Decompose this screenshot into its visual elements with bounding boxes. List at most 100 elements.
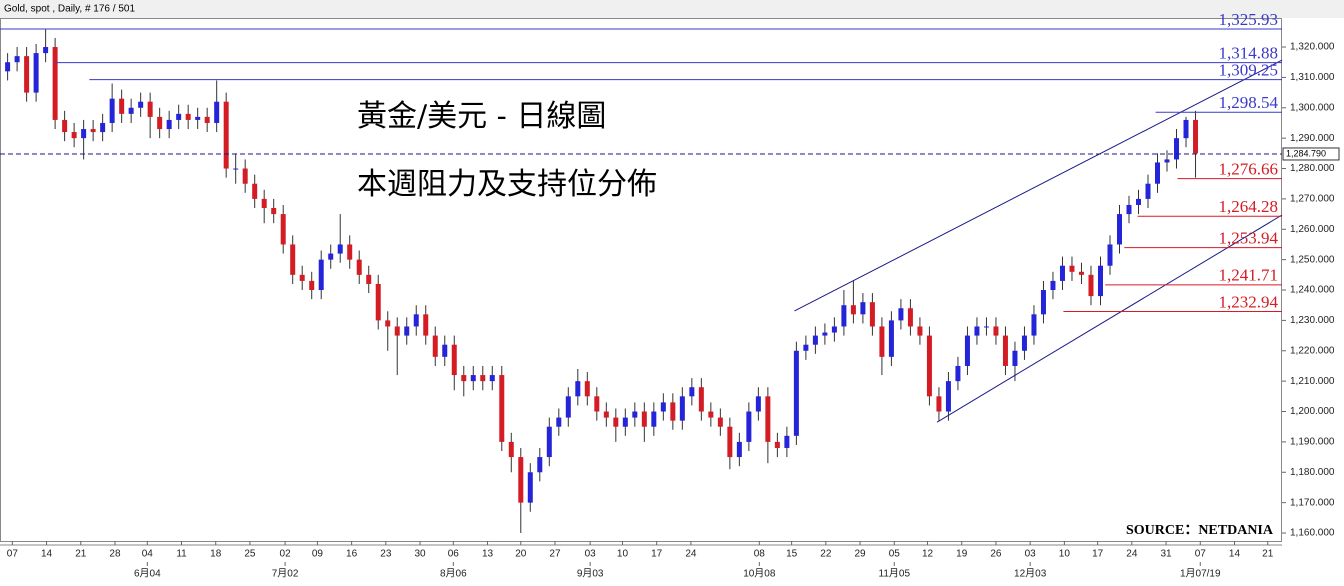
candle-body (812, 335, 818, 345)
candle-body (565, 396, 571, 418)
x-tick-label: 17 (1092, 549, 1104, 560)
candle-body (1183, 119, 1189, 139)
x-tick-label: 03 (585, 549, 597, 560)
candle-body (575, 381, 581, 397)
candle-body (480, 375, 486, 382)
candle-body (185, 113, 191, 120)
y-tick-label: 1,200.000 (1290, 406, 1335, 417)
candle-body (119, 98, 125, 114)
level-label: 1,241.71 (1219, 266, 1279, 285)
candle-body (5, 62, 11, 72)
candle-body (689, 387, 695, 397)
candle-body (1155, 162, 1161, 184)
candle-body (1012, 350, 1018, 366)
x-tick-label: 30 (414, 549, 426, 560)
x-tick-label: 05 (889, 549, 901, 560)
candle-body (499, 375, 505, 442)
month-tick-label: 6月04 (134, 568, 161, 580)
candle-body (337, 244, 343, 254)
candle-body (641, 411, 647, 427)
candle-body (860, 302, 866, 315)
candle-body (1078, 271, 1084, 275)
candle-body (1097, 265, 1103, 297)
x-tick-label: 19 (956, 549, 968, 560)
candle-body (1002, 335, 1008, 366)
candle-body (147, 101, 153, 117)
candle-body (746, 411, 752, 442)
x-tick-label: 14 (1229, 549, 1241, 560)
candle-body (43, 47, 49, 54)
candle-body (138, 101, 144, 108)
candle-body (1145, 183, 1151, 199)
x-tick-label: 27 (549, 549, 561, 560)
candle-body (945, 381, 951, 412)
header: Gold, spot , Daily, # 176 / 501 (4, 4, 135, 15)
y-tick-label: 1,260.000 (1290, 224, 1335, 235)
candle-body (366, 274, 372, 284)
level-label: 1,298.54 (1219, 93, 1279, 112)
candle-body (394, 326, 400, 336)
candle-body (594, 396, 600, 412)
x-tick-label: 06 (448, 549, 460, 560)
x-tick-label: 23 (380, 549, 392, 560)
candle-body (784, 435, 790, 448)
candle-body (33, 53, 39, 93)
month-tick-label: 12月03 (1014, 568, 1047, 580)
candle-body (898, 308, 904, 321)
candle-body (299, 274, 305, 281)
candle-body (166, 119, 172, 130)
x-tick-label: 28 (109, 549, 121, 560)
candle-body (451, 344, 457, 376)
candle-body (907, 308, 913, 327)
y-tick-label: 1,220.000 (1290, 345, 1335, 356)
month-tick-label: 10月08 (743, 568, 776, 580)
candle-body (489, 375, 495, 382)
candle-body (261, 198, 267, 209)
candle-body (271, 208, 277, 215)
x-tick-label: 18 (210, 549, 222, 560)
candle-body (1193, 119, 1199, 154)
level-label: 1,309.25 (1219, 61, 1279, 80)
candle-body (280, 214, 286, 245)
y-tick-label: 1,250.000 (1290, 254, 1335, 265)
candle-body (765, 396, 771, 442)
candle-body (698, 387, 704, 412)
x-tick-label: 09 (312, 549, 324, 560)
x-tick-label: 17 (651, 549, 663, 560)
month-tick-label: 7月02 (272, 568, 299, 580)
candle-body (613, 417, 619, 427)
candle-body (926, 335, 932, 397)
x-tick-label: 15 (786, 549, 798, 560)
candle-body (404, 326, 410, 336)
x-tick-label: 11 (176, 549, 187, 560)
level-label: 1,253.94 (1219, 229, 1279, 248)
chart-subtitle: 本週阻力及支持位分佈 (357, 167, 657, 202)
candle-body (1021, 335, 1027, 351)
x-tick-label: 24 (1126, 549, 1138, 560)
candle-body (385, 320, 391, 327)
candle-body (869, 302, 875, 327)
candle-body (622, 417, 628, 427)
candle-body (888, 320, 894, 357)
candle-body (52, 47, 58, 120)
x-tick-label: 20 (515, 549, 527, 560)
x-tick-label: 10 (617, 549, 629, 560)
candle-body (413, 314, 419, 327)
candle-body (356, 259, 362, 275)
candle-body (1059, 265, 1065, 281)
candle-body (546, 426, 552, 458)
y-tick-label: 1,160.000 (1290, 528, 1335, 539)
month-tick-label: 9月03 (577, 568, 604, 580)
candle-body (879, 326, 885, 357)
x-tick-label: 12 (922, 549, 934, 560)
x-tick-label: 22 (820, 549, 832, 560)
y-tick-label: 1,300.000 (1290, 102, 1335, 113)
candle-body (252, 183, 258, 199)
candle-body (717, 417, 723, 427)
candle-body (518, 457, 524, 503)
x-tick-label: 03 (1025, 549, 1037, 560)
x-tick-label: 21 (1262, 549, 1274, 560)
candle-body (679, 396, 685, 421)
